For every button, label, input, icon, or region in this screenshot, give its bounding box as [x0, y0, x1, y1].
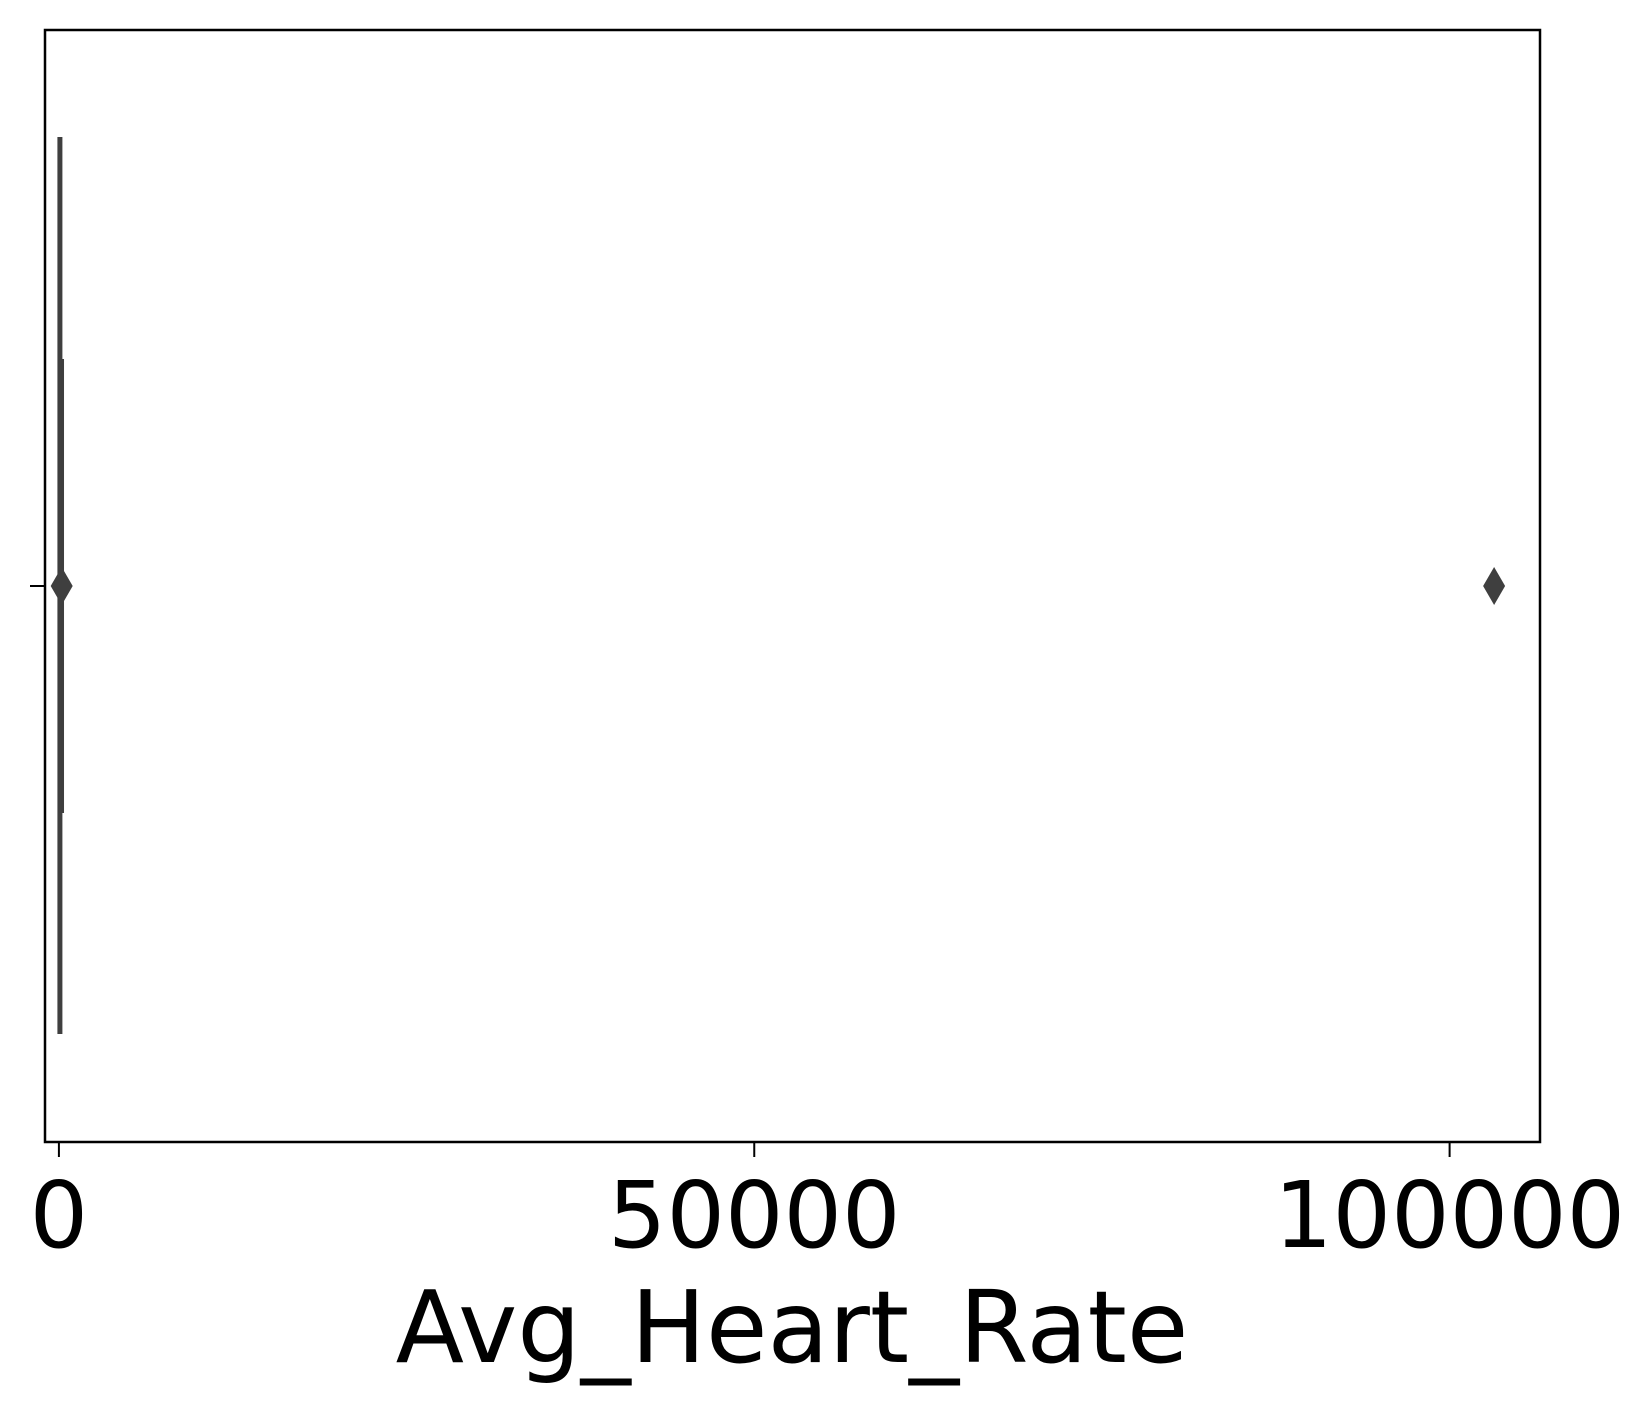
x-tick-label: 0: [30, 1162, 89, 1269]
chart-marks: [50, 137, 1506, 1034]
plot-background: [45, 30, 1540, 1142]
x-tick-label: 100000: [1274, 1162, 1625, 1269]
outlier-point: [1483, 567, 1506, 605]
x-axis: 0 50000 100000: [30, 1142, 1625, 1269]
x-axis-label: Avg_Heart_Rate: [396, 1269, 1189, 1386]
x-tick-label: 50000: [608, 1162, 901, 1269]
outlier-point: [50, 567, 73, 605]
